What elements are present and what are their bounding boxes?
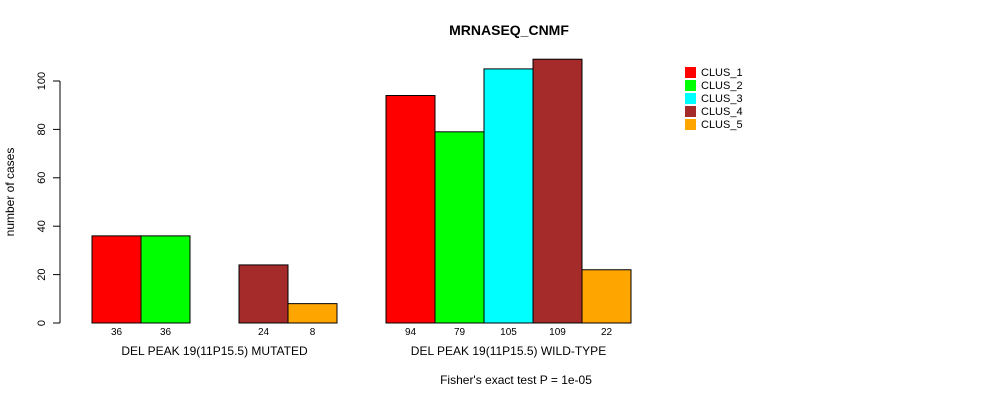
bars-group [91, 58, 632, 324]
bar-value-label: 22 [601, 327, 613, 338]
bar-value-label: 8 [310, 327, 316, 338]
category-label: DEL PEAK 19(11P15.5) WILD-TYPE [411, 344, 606, 358]
legend-swatch [685, 106, 696, 117]
legend-swatch [685, 93, 696, 104]
bar-value-label: 36 [111, 327, 123, 338]
bar-clus-5 [581, 269, 632, 324]
category-labels-group: DEL PEAK 19(11P15.5) MUTATED DEL PEAK 19(… [121, 344, 606, 358]
y-tick-label: 100 [36, 72, 48, 90]
bar-clus-3 [483, 68, 534, 324]
bar-value-label: 105 [500, 327, 517, 338]
bar-clus-4 [238, 264, 289, 324]
bar-clus-2 [434, 131, 485, 324]
legend-label: CLUS_2 [701, 80, 743, 92]
legend-swatch [685, 80, 696, 91]
y-tick-label: 60 [36, 172, 48, 184]
legend-label: CLUS_4 [701, 106, 743, 118]
bar-value-label: 79 [454, 327, 466, 338]
y-axis-label: number of cases [3, 148, 17, 237]
bar-value-label: 24 [258, 327, 270, 338]
bar-clus-1 [385, 95, 436, 324]
test-statistic-note: Fisher's exact test P = 1e-05 [440, 373, 592, 387]
bar-value-label: 94 [405, 327, 417, 338]
y-tick-label: 40 [36, 220, 48, 232]
bar-value-label: 109 [549, 327, 566, 338]
bar-clus-5 [287, 303, 338, 324]
legend-swatch [685, 67, 696, 78]
bar-clus-4 [532, 58, 583, 324]
y-tick-label: 20 [36, 268, 48, 280]
bar-value-label: 36 [160, 327, 172, 338]
legend-label: CLUS_3 [701, 93, 743, 105]
chart-title: MRNASEQ_CNMF [449, 22, 569, 38]
y-tick-label: 0 [36, 320, 48, 326]
y-axis: 0 20 40 60 80 100 [36, 72, 61, 326]
legend-label: CLUS_1 [701, 67, 743, 79]
category-label: DEL PEAK 19(11P15.5) MUTATED [121, 344, 308, 358]
bar-clus-2 [140, 235, 191, 324]
y-tick-label: 80 [36, 123, 48, 135]
legend-swatch [685, 119, 696, 130]
legend-label: CLUS_5 [701, 119, 743, 131]
bar-clus-1 [91, 235, 142, 324]
value-labels-group: 36 36 24 8 94 79 105 109 22 [111, 327, 613, 338]
